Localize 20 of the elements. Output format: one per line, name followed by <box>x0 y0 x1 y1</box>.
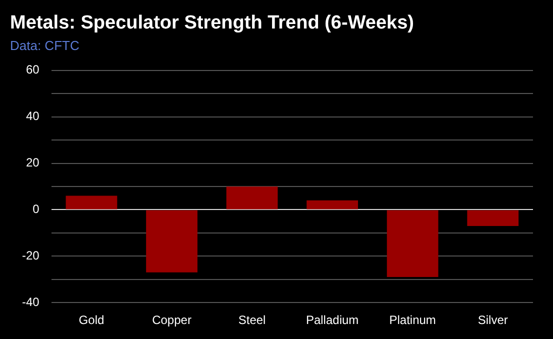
bar <box>467 210 519 226</box>
y-tick-label: 40 <box>26 109 40 124</box>
chart-title: Metals: Speculator Strength Trend (6-Weeks) <box>10 12 414 34</box>
y-tick-label: 20 <box>26 156 40 170</box>
bar <box>146 210 198 272</box>
y-tick-label: -20 <box>22 248 40 262</box>
x-tick-label: Copper <box>152 313 192 328</box>
bar <box>226 186 278 210</box>
x-tick-label: Gold <box>78 313 104 328</box>
x-tick-label: Platinum <box>389 313 436 328</box>
y-tick-label: 60 <box>26 62 40 77</box>
x-tick-label: Silver <box>478 313 508 328</box>
x-tick-label: Steel <box>238 313 266 328</box>
bar <box>66 196 118 210</box>
chart-subtitle: Data: CFTC <box>10 38 80 54</box>
y-tick-label: -40 <box>22 294 40 309</box>
bar <box>386 210 438 278</box>
bar <box>306 200 358 210</box>
x-tick-label: Palladium <box>306 313 359 328</box>
y-tick-label: 0 <box>32 202 40 216</box>
